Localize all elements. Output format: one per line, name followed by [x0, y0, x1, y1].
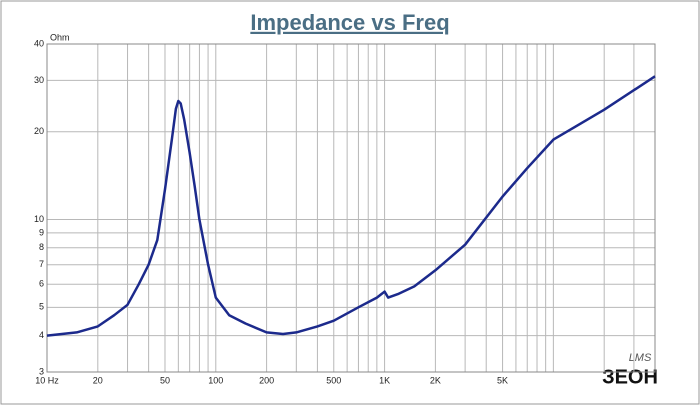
x-tick-label: 20 [93, 375, 103, 385]
watermark: LMS [629, 352, 652, 364]
y-tick-label: 20 [34, 126, 44, 136]
y-tick-label: 7 [39, 259, 44, 269]
x-tick-label: 1K [379, 375, 390, 385]
y-tick-label: 30 [34, 75, 44, 85]
y-axis-label: Ohm [50, 32, 70, 42]
impedance-line [46, 75, 656, 337]
y-tick-label: 40 [34, 38, 44, 48]
x-tick-label: 2K [430, 375, 441, 385]
x-tick-label: 200 [259, 375, 274, 385]
y-tick-label: 9 [39, 227, 44, 237]
y-tick-label: 10 [34, 214, 44, 224]
y-tick-label: 4 [39, 330, 44, 340]
plot-border [46, 43, 656, 373]
y-tick-label: 6 [39, 279, 44, 289]
x-tick-label: 10 Hz [35, 375, 59, 385]
x-tick-label: 50 [160, 375, 170, 385]
x-tick-label: 500 [326, 375, 341, 385]
y-tick-label: 3 [39, 366, 44, 376]
y-tick-label: 5 [39, 302, 44, 312]
y-tick-label: 8 [39, 242, 44, 252]
watermark: ЗЕОН [602, 366, 658, 388]
x-tick-label: 100 [208, 375, 223, 385]
chart-title: Impedance vs Freq [250, 10, 449, 35]
x-tick-label: 5K [497, 375, 508, 385]
